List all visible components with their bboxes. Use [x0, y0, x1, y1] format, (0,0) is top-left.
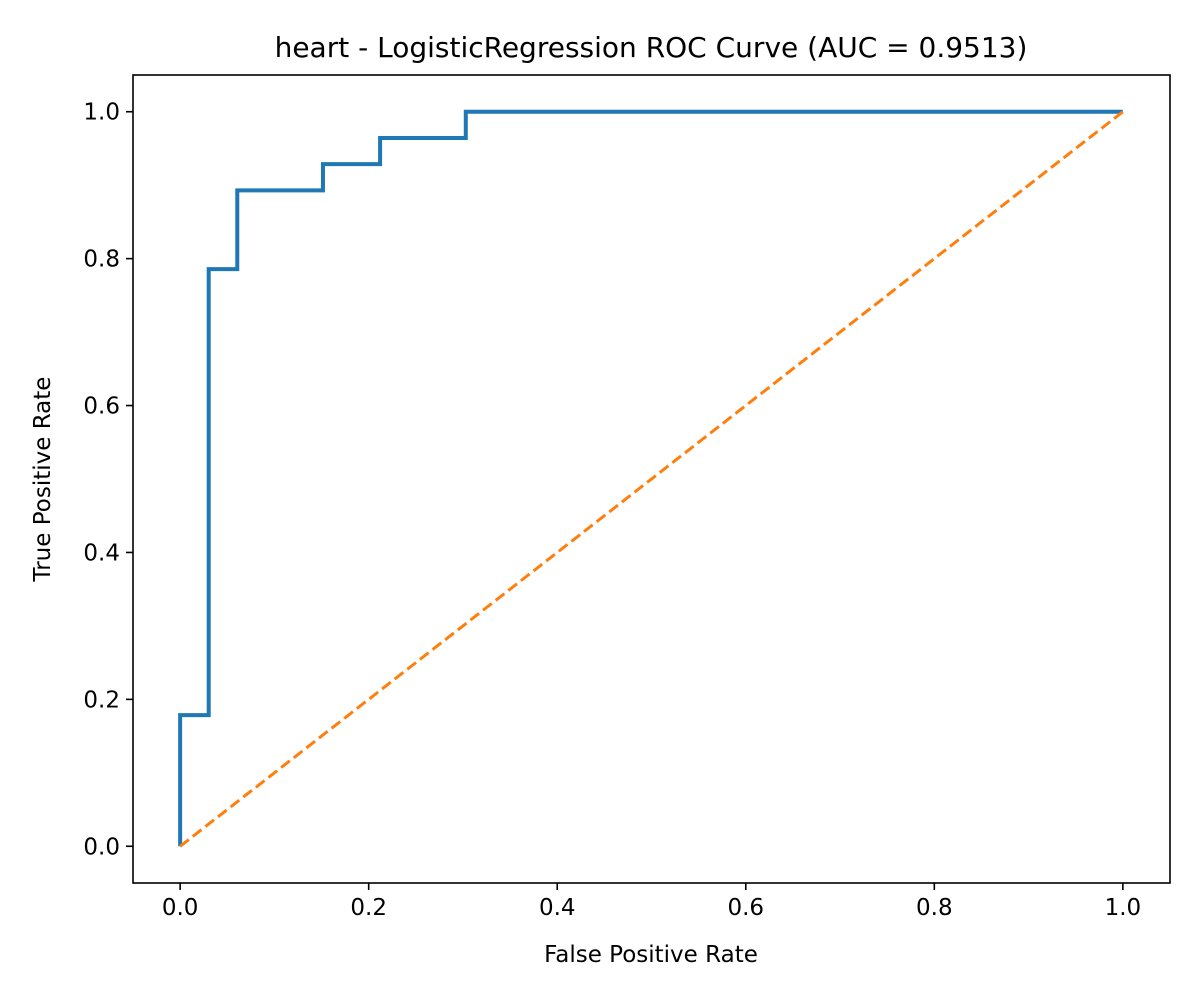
roc-curve-line: [178, 109, 1123, 847]
y-axis-label: True Positive Rate: [30, 377, 56, 583]
y-tick-label: 0.6: [83, 394, 120, 420]
y-axis-ticks: 0.0 0.2 0.4 0.6 0.8 1.0: [83, 100, 133, 860]
x-tick-label: 0.4: [539, 895, 576, 921]
series-layer: [178, 109, 1124, 848]
y-tick-label: 0.0: [83, 834, 120, 860]
x-axis-ticks: 0.0 0.2 0.4 0.6 0.8 1.0: [162, 883, 1141, 921]
x-tick-label: 0.2: [350, 895, 387, 921]
chart-title: heart - LogisticRegression ROC Curve (AU…: [275, 31, 1028, 64]
axes-frame: [132, 74, 1171, 884]
y-tick-label: 0.8: [83, 247, 120, 273]
x-axis-label: False Positive Rate: [544, 942, 758, 968]
plot-area: [132, 74, 1171, 884]
chance-diagonal-line: [179, 110, 1124, 848]
y-tick-label: 0.4: [83, 540, 120, 566]
y-tick-label: 1.0: [83, 100, 120, 126]
x-tick-label: 0.0: [162, 895, 199, 921]
x-tick-label: 0.8: [916, 895, 953, 921]
x-tick-label: 1.0: [1105, 895, 1142, 921]
x-tick-label: 0.6: [727, 895, 764, 921]
y-tick-label: 0.2: [83, 687, 120, 713]
